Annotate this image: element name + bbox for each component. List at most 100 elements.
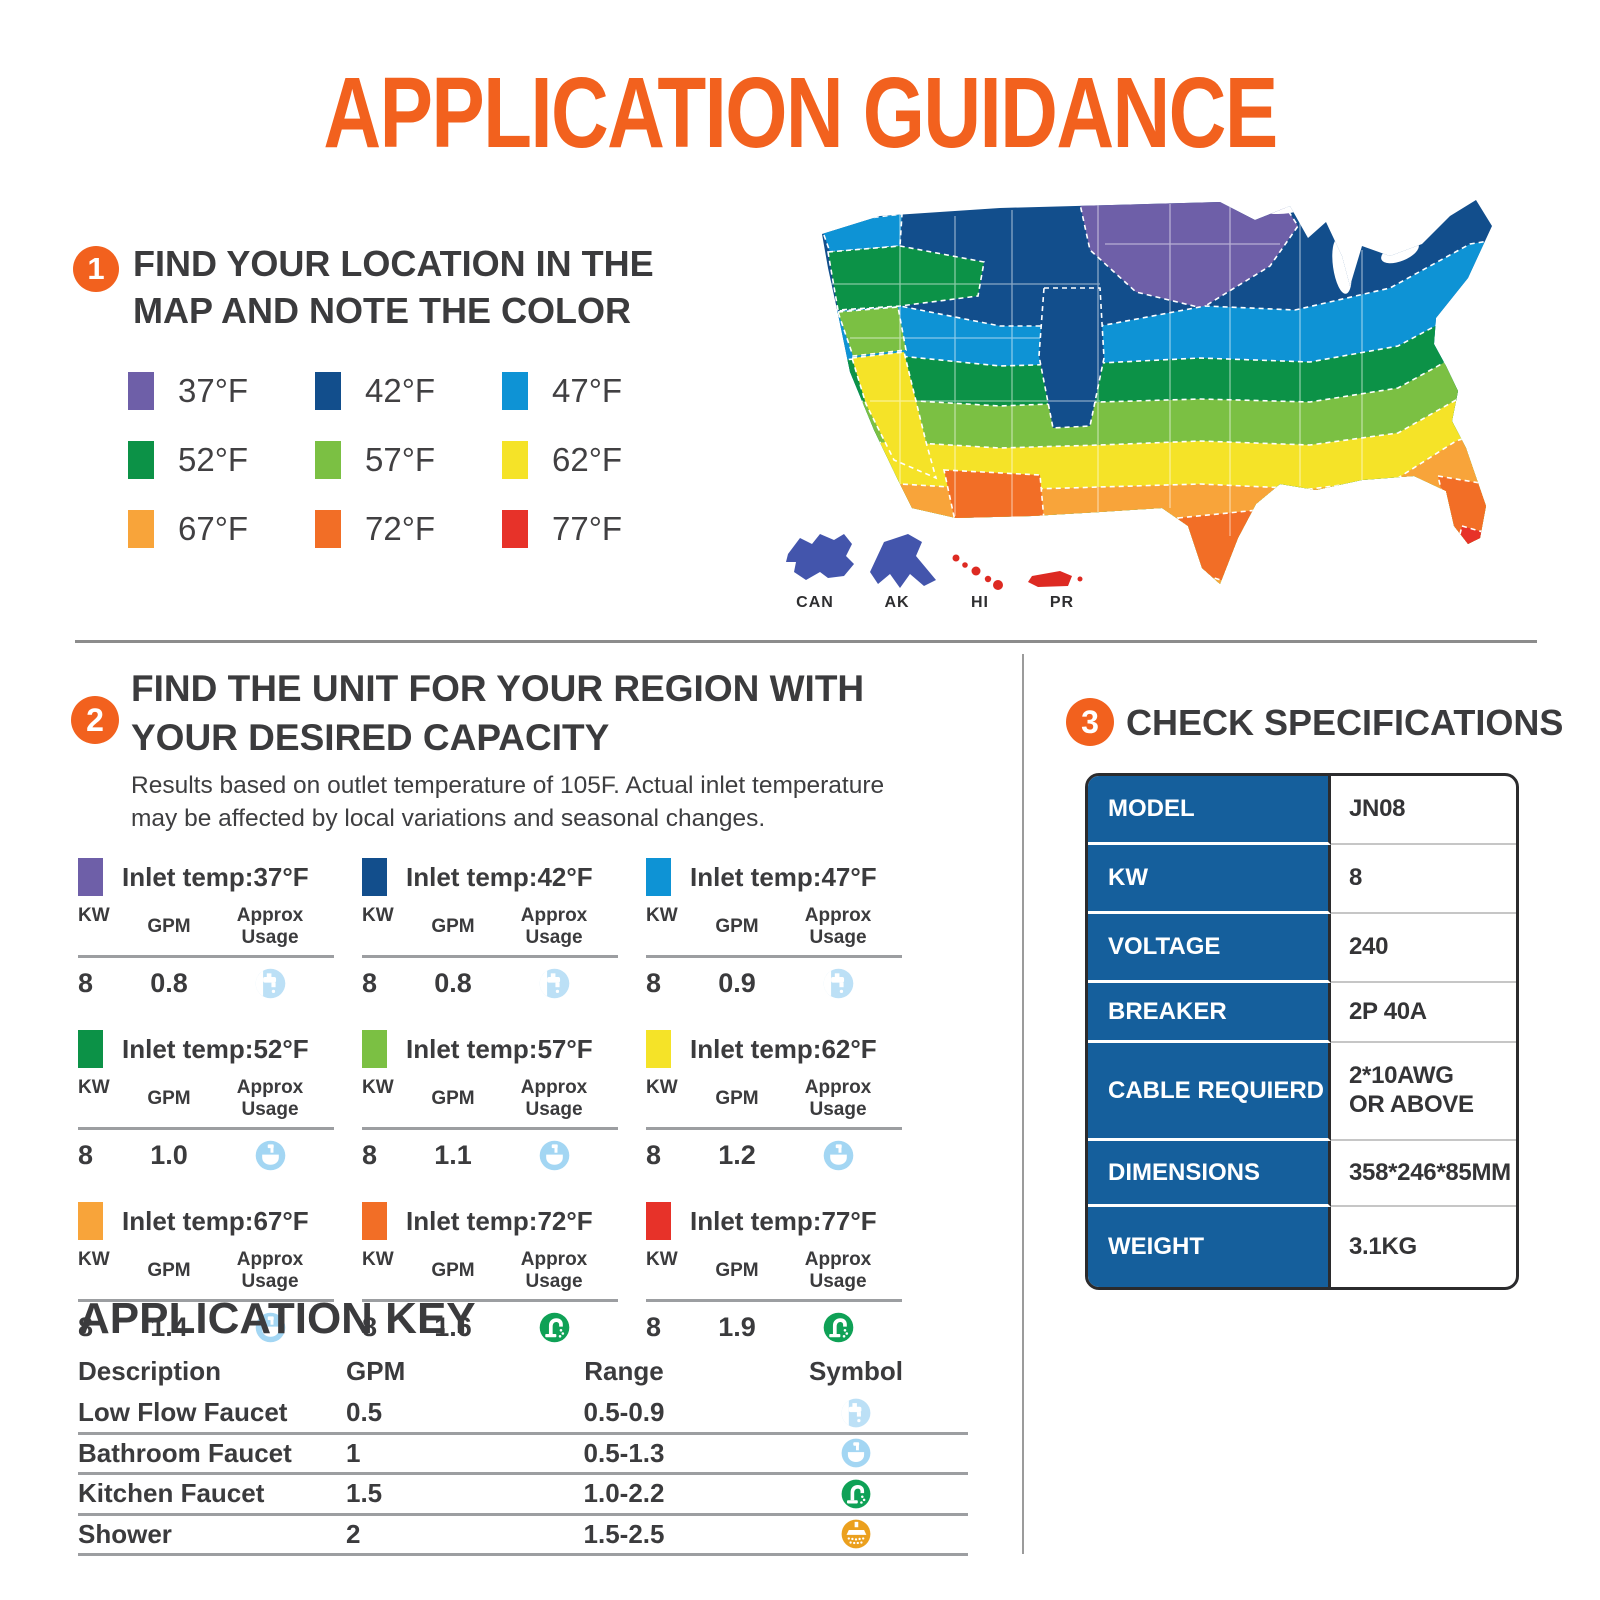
bathroom-faucet-icon [252, 1137, 289, 1174]
legend-item: 52°F [128, 441, 315, 479]
spec-row-weight: WEIGHT 3.1KG [1088, 1207, 1516, 1287]
legend-item: 42°F [315, 372, 502, 410]
gpm-value: 1.0 [150, 1139, 188, 1170]
key-row-low-flow-faucet: Low Flow Faucet 0.5 0.5-0.9 [78, 1394, 968, 1435]
bathroom-faucet-icon [838, 1435, 874, 1471]
spec-value: 3.1KG [1349, 1232, 1417, 1260]
inlet-swatch [78, 858, 103, 896]
application-key-heading: APPLICATION KEY [78, 1294, 476, 1343]
legend-label: 62°F [552, 441, 623, 478]
step-3-heading: CHECK SPECIFICATIONS [1126, 702, 1564, 743]
key-gpm: 1 [346, 1437, 361, 1468]
lake-superior [1248, 200, 1308, 214]
inlet-swatch [78, 1030, 103, 1068]
inlet-swatch [646, 1030, 671, 1068]
low-flow-faucet-icon [838, 1395, 874, 1431]
col-gpm: GPM [431, 916, 475, 937]
spec-label: DIMENSIONS [1088, 1141, 1331, 1207]
key-description: Kitchen Faucet [78, 1478, 265, 1509]
gpm-value: 0.8 [434, 967, 472, 998]
legend-swatch-67f [128, 510, 154, 548]
kw-value: 8 [646, 1139, 662, 1170]
key-header-range: Range [584, 1355, 664, 1386]
step-1-badge: 1 [73, 246, 119, 292]
kitchen-faucet-icon [820, 1309, 857, 1346]
bathroom-faucet-icon [820, 1137, 857, 1174]
legend-label: 37°F [178, 372, 249, 409]
col-kw: KW [78, 1077, 110, 1098]
spec-label: KW [1088, 845, 1331, 914]
key-gpm: 1.5 [346, 1478, 383, 1509]
spec-label: WEIGHT [1088, 1207, 1331, 1287]
legend-swatch-52f [128, 441, 154, 479]
col-usage: Approx Usage [520, 1249, 588, 1292]
kw-value: 8 [362, 967, 378, 998]
legend-item: 77°F [502, 510, 689, 548]
step-2-heading: FIND THE UNIT FOR YOUR REGION WITH YOUR … [131, 668, 865, 758]
step-2-badge: 2 [71, 696, 119, 744]
step-2-note: Results based on outlet temperature of 1… [131, 772, 885, 832]
spec-label: BREAKER [1088, 983, 1331, 1043]
col-gpm: GPM [431, 1260, 475, 1281]
unit-cards-grid: Inlet temp:37°F KW GPM Approx Usage 8 0.8 I… [78, 858, 930, 1347]
unit-card-72f: Inlet temp:72°F KW GPM Approx Usage 8 1.6 [362, 1202, 646, 1347]
unit-card-47f: Inlet temp:47°F KW GPM Approx Usage 8 0.9 [646, 858, 930, 1003]
shower-icon [838, 1516, 874, 1552]
legend-item: 72°F [315, 510, 502, 548]
kw-value: 8 [646, 967, 662, 998]
spec-row-cable: CABLE REQUIERD 2*10AWG OR ABOVE [1088, 1043, 1516, 1141]
legend-label: 52°F [178, 441, 249, 478]
col-kw: KW [362, 1249, 394, 1270]
key-range: 1.5-2.5 [583, 1518, 665, 1549]
unit-card-42f: Inlet temp:42°F KW GPM Approx Usage 8 0.8 [362, 858, 646, 1003]
col-usage: Approx Usage [804, 1249, 872, 1292]
spec-value: 2P 40A [1331, 983, 1516, 1043]
gpm-value: 1.9 [718, 1311, 756, 1342]
kw-value: 8 [362, 1139, 378, 1170]
legend-label: 42°F [365, 372, 436, 409]
inlet-title: Inlet temp:67°F [122, 1205, 309, 1236]
spec-value: 2*10AWG OR ABOVE [1331, 1043, 1516, 1141]
key-gpm: 2 [346, 1518, 361, 1549]
kw-value: 8 [78, 1311, 94, 1342]
kw-value: 8 [362, 1311, 378, 1342]
inlet-title: Inlet temp:52°F [122, 1033, 309, 1064]
col-usage: Approx Usage [520, 905, 588, 948]
legend-item: 57°F [315, 441, 502, 479]
key-range: 0.5-1.3 [583, 1437, 665, 1468]
gpm-value: 1.1 [434, 1139, 472, 1170]
col-gpm: GPM [715, 1088, 759, 1109]
unit-card-37f: Inlet temp:37°F KW GPM Approx Usage 8 0.8 [78, 858, 362, 1003]
spec-label: MODEL [1088, 776, 1331, 845]
legend-swatch-72f [315, 510, 341, 548]
legend-swatch-47f [502, 372, 528, 410]
map-zone-42f [1038, 287, 1105, 429]
col-kw: KW [646, 1249, 678, 1270]
spec-row-dimensions: DIMENSIONS 358*246*85MM [1088, 1141, 1516, 1207]
gpm-value: 1.4 [150, 1311, 188, 1342]
map-zone-77f [1457, 525, 1492, 554]
spec-row-kw: KW 8 [1088, 845, 1516, 914]
inlet-title: Inlet temp:72°F [406, 1205, 593, 1236]
col-gpm: GPM [715, 1260, 759, 1281]
key-header-gpm: GPM [346, 1355, 406, 1386]
us-temperature-zone-map: CAN AK HI PR [750, 186, 1570, 631]
spec-row-model: MODEL JN08 [1088, 776, 1516, 845]
key-description: Low Flow Faucet [78, 1397, 288, 1428]
inlet-title: Inlet temp:57°F [406, 1033, 593, 1064]
state-borders [822, 204, 1363, 536]
legend-item: 67°F [128, 510, 315, 548]
col-usage: Approx Usage [236, 1077, 304, 1120]
spec-value: 8 [1331, 845, 1516, 914]
col-usage: Approx Usage [236, 1249, 304, 1292]
map-zone-47f [822, 213, 903, 253]
col-usage: Approx Usage [804, 1077, 872, 1120]
gpm-value: 0.9 [718, 967, 756, 998]
legend-swatch-57f [315, 441, 341, 479]
inset-label-ak: AK [884, 594, 910, 611]
horizontal-divider [75, 640, 1537, 643]
legend-label: 57°F [365, 441, 436, 478]
legend-swatch-62f [502, 441, 528, 479]
col-usage: Approx Usage [804, 905, 872, 948]
